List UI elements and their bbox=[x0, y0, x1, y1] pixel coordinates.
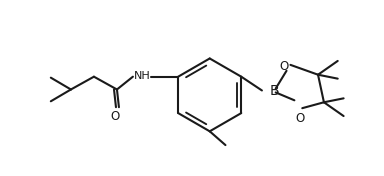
Text: NH: NH bbox=[133, 71, 150, 81]
Text: O: O bbox=[296, 112, 305, 124]
Text: B: B bbox=[270, 84, 280, 98]
Text: O: O bbox=[110, 109, 120, 122]
Text: O: O bbox=[279, 60, 288, 73]
